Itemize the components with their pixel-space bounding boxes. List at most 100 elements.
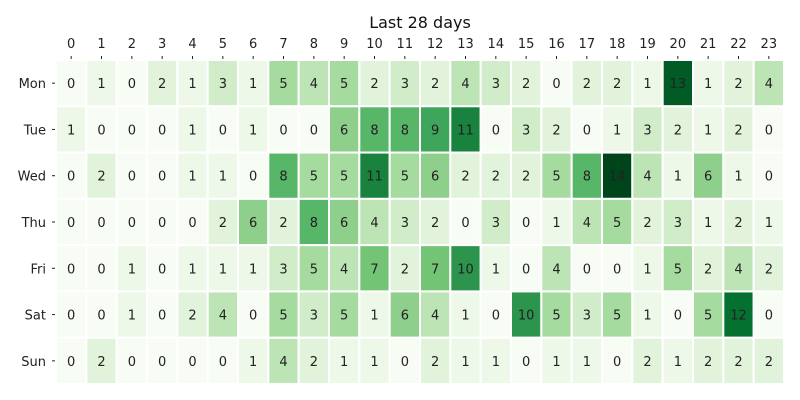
cell-value-label: 0 bbox=[97, 216, 105, 231]
cell-value-label: 2 bbox=[583, 77, 591, 92]
heatmap-cell bbox=[752, 105, 785, 154]
heatmap-cell bbox=[661, 151, 694, 200]
heatmap-cell bbox=[85, 197, 118, 247]
heatmap-cell bbox=[752, 59, 785, 108]
x-tick-label: 8 bbox=[310, 37, 318, 52]
x-tick-label: 14 bbox=[488, 37, 505, 52]
cell-value-label: 2 bbox=[431, 355, 439, 370]
heatmap-cell bbox=[631, 197, 664, 247]
cell-value-label: 0 bbox=[249, 170, 257, 185]
x-tick-label: 11 bbox=[397, 37, 414, 52]
x-tick-label: 23 bbox=[761, 37, 778, 52]
cell-value-label: 2 bbox=[97, 170, 105, 185]
heatmap-cell bbox=[237, 336, 270, 385]
heatmap-cell bbox=[510, 244, 543, 293]
cell-value-label: 0 bbox=[461, 216, 469, 231]
cell-value-label: 2 bbox=[704, 355, 712, 370]
cell-value-label: 1 bbox=[765, 216, 773, 231]
heatmap-cell bbox=[570, 290, 603, 339]
cell-value-label: 1 bbox=[552, 216, 560, 231]
x-tick-label: 19 bbox=[639, 37, 656, 52]
heatmap-cell bbox=[419, 244, 452, 293]
heatmap-cell bbox=[540, 105, 573, 154]
cell-value-label: 2 bbox=[431, 216, 439, 231]
cell-value-label: 1 bbox=[643, 262, 651, 277]
cell-value-label: 5 bbox=[340, 309, 348, 324]
cell-value-label: 3 bbox=[674, 216, 682, 231]
cell-value-label: 7 bbox=[431, 262, 439, 277]
y-tick-label: Sat bbox=[25, 309, 46, 324]
heatmap-cell bbox=[206, 290, 239, 339]
cell-value-label: 0 bbox=[765, 309, 773, 324]
cell-value-label: 1 bbox=[461, 309, 469, 324]
cell-value-label: 13 bbox=[670, 77, 687, 92]
heatmap-cell bbox=[479, 59, 513, 108]
cell-value-label: 1 bbox=[249, 355, 257, 370]
cell-value-label: 7 bbox=[370, 262, 378, 277]
y-tick-label: Sun bbox=[21, 355, 46, 370]
heatmap-cell bbox=[176, 244, 209, 293]
y-tick-label: Tue bbox=[23, 123, 46, 138]
cell-value-label: 5 bbox=[674, 262, 682, 277]
heatmap-cell bbox=[358, 244, 391, 293]
y-tick-label: Wed bbox=[18, 170, 46, 185]
cell-value-label: 1 bbox=[188, 123, 196, 138]
heatmap-cell bbox=[267, 105, 300, 154]
cell-value-label: 2 bbox=[643, 355, 651, 370]
heatmap-cell bbox=[479, 105, 513, 154]
heatmap-cell bbox=[206, 197, 239, 247]
heatmap-cell bbox=[510, 336, 543, 385]
heatmap-cell bbox=[722, 336, 755, 385]
heatmap-cell bbox=[692, 197, 725, 247]
cell-value-label: 4 bbox=[734, 262, 742, 277]
cell-value-label: 3 bbox=[401, 216, 409, 231]
cell-value-label: 11 bbox=[366, 170, 383, 185]
x-tick-label: 6 bbox=[249, 37, 257, 52]
cell-value-label: 5 bbox=[340, 77, 348, 92]
heatmap-cell bbox=[631, 336, 664, 385]
heatmap-cell bbox=[631, 105, 664, 154]
cell-value-label: 0 bbox=[128, 355, 136, 370]
x-tick-label: 16 bbox=[548, 37, 565, 52]
cell-value-label: 3 bbox=[492, 77, 500, 92]
heatmap-cell bbox=[176, 59, 209, 108]
cell-value-label: 8 bbox=[583, 170, 591, 185]
cell-value-label: 9 bbox=[431, 123, 439, 138]
cell-value-label: 6 bbox=[431, 170, 439, 185]
cell-value-label: 1 bbox=[67, 123, 75, 138]
y-tick-label: Fri bbox=[31, 262, 47, 277]
cell-value-label: 1 bbox=[704, 123, 712, 138]
cell-value-label: 0 bbox=[522, 216, 530, 231]
cell-value-label: 0 bbox=[67, 309, 75, 324]
cell-value-label: 0 bbox=[67, 355, 75, 370]
x-tick-label: 13 bbox=[457, 37, 474, 52]
cell-value-label: 1 bbox=[219, 170, 227, 185]
cell-value-label: 2 bbox=[370, 77, 378, 92]
x-tick-label: 12 bbox=[427, 37, 444, 52]
cell-value-label: 0 bbox=[128, 123, 136, 138]
cell-value-label: 1 bbox=[188, 170, 196, 185]
cell-value-label: 3 bbox=[522, 123, 530, 138]
cell-value-label: 0 bbox=[67, 262, 75, 277]
cell-value-label: 2 bbox=[219, 216, 227, 231]
heatmap-cell bbox=[419, 59, 452, 108]
cell-value-label: 2 bbox=[734, 77, 742, 92]
y-tick-label: Thu bbox=[21, 216, 46, 231]
cell-value-label: 0 bbox=[158, 123, 166, 138]
heatmap-cell bbox=[752, 244, 785, 293]
cell-value-label: 1 bbox=[188, 262, 196, 277]
cell-value-label: 0 bbox=[583, 262, 591, 277]
cell-value-label: 1 bbox=[674, 170, 682, 185]
heatmap-cell bbox=[510, 59, 543, 108]
cell-value-label: 0 bbox=[67, 216, 75, 231]
cell-value-label: 2 bbox=[401, 262, 409, 277]
cell-value-label: 4 bbox=[310, 77, 318, 92]
cell-value-label: 2 bbox=[704, 262, 712, 277]
heatmap-cell bbox=[206, 151, 239, 200]
cell-value-label: 4 bbox=[643, 170, 651, 185]
heatmap-cell bbox=[206, 336, 239, 385]
cell-value-label: 6 bbox=[704, 170, 712, 185]
heatmap-cell bbox=[176, 197, 209, 247]
cell-value-label: 6 bbox=[249, 216, 257, 231]
cell-value-label: 12 bbox=[730, 309, 747, 324]
